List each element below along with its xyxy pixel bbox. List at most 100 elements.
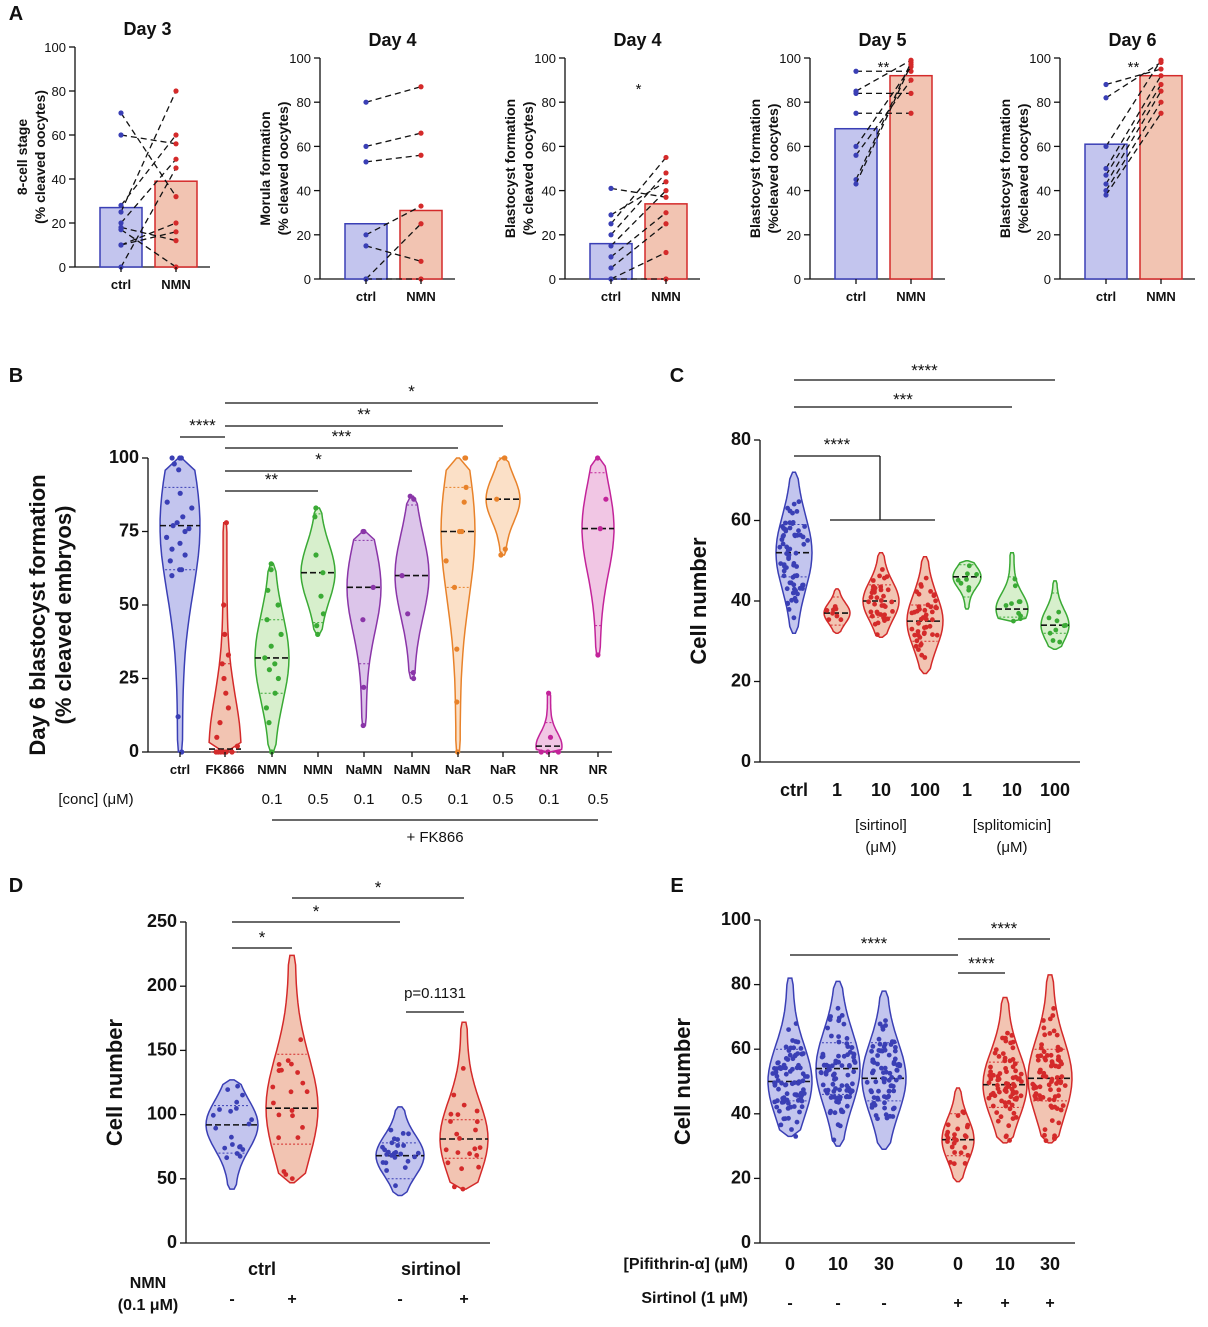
y-axis-label: (% cleaved oocytes) [32,90,48,224]
panel-b: B 0 25 50 75 100 Day 6 blastocyst formation (% … [9,365,615,846]
data-point [839,1083,845,1088]
data-point [785,601,791,607]
chart-a5: Day 6 0 20 40 60 80 100 Blastocyst formation (%c… [997,30,1195,304]
data-point [1012,1096,1018,1102]
data-point [169,546,175,552]
data-point [829,1033,834,1039]
panel-label-b: B [9,365,23,387]
data-point [270,1084,276,1090]
data-point [1016,599,1022,605]
data-point [1056,1054,1061,1060]
data-point [173,132,179,138]
data-point [313,552,319,558]
group-label-ctrl: ctrl [248,1259,276,1279]
y-tick-label: 20 [731,671,751,691]
sirtinol-row-label: Sirtinol (1 μM) [641,1290,748,1307]
data-point [931,592,937,597]
paired-line [120,229,177,268]
y-tick-label: 80 [787,95,801,110]
y-tick-label: 20 [297,228,311,243]
data-point [1054,618,1060,624]
data-point [1018,1071,1024,1077]
data-point [955,577,961,583]
data-point [246,1121,252,1127]
data-point [177,567,183,573]
data-point [595,455,601,461]
data-point [263,705,269,711]
data-point [1047,630,1053,636]
data-point [791,561,797,566]
y-tick-label: 40 [52,172,66,187]
data-point [268,567,274,573]
data-point [949,1144,955,1150]
x-tick-label: NaMN [346,762,383,777]
data-point [928,589,933,594]
data-point [1051,1028,1057,1034]
data-point [1051,1006,1056,1011]
data-point [457,1136,462,1141]
data-point [1158,110,1164,116]
data-point [988,1064,993,1070]
data-point [268,561,274,567]
data-point [922,630,927,636]
data-point [1050,1061,1055,1066]
data-point [266,667,272,673]
paired-line [120,158,177,224]
data-point [833,1076,839,1081]
y-axis-label: Blastocyst formation [502,99,518,238]
data-point [608,265,614,271]
data-point [230,1142,235,1147]
pifithrin-value: 0 [953,1254,963,1274]
data-point [786,607,792,612]
data-point [405,611,411,617]
violin-nmn-0-5 [300,507,336,636]
data-point [597,526,603,532]
paired-line [855,64,912,185]
paired-line [1105,90,1162,185]
data-point [853,143,859,149]
data-point [919,584,924,589]
data-point [455,1112,461,1117]
paired-line [1105,112,1162,196]
concentration-label: 0.1 [448,791,469,808]
data-point [875,1053,880,1058]
paired-line [1105,84,1162,176]
paired-line [855,62,912,180]
data-point [173,220,179,226]
data-point [965,1152,971,1158]
x-tick-label: NMN [257,762,287,777]
data-point [869,613,875,619]
data-point [663,221,669,227]
data-point [222,631,228,638]
data-point [839,1063,845,1068]
data-point [799,1104,805,1110]
data-point [885,616,891,622]
data-point [363,99,369,105]
chart-title: Day 5 [858,30,906,50]
data-point [895,1062,900,1068]
data-point [418,203,424,209]
data-point [295,1070,300,1075]
data-point [891,1088,897,1094]
data-point [363,159,369,165]
paired-line [855,59,912,92]
y-tick-label: 25 [119,668,139,688]
data-point [869,1048,874,1054]
significance-label: **** [968,954,995,973]
data-point [775,1060,781,1065]
data-point [962,1161,968,1166]
data-point [876,1036,882,1042]
y-tick-label: 200 [147,975,177,995]
data-point [278,631,284,638]
data-point [830,1094,836,1099]
nmn-row-label: NMN [130,1275,166,1292]
data-point [608,185,614,191]
data-point [889,599,895,605]
paired-line [610,157,667,225]
data-point [186,526,192,532]
data-point [882,604,888,609]
data-point [831,1137,837,1143]
y-tick-label: 100 [721,909,751,929]
violin-sirtinol- [375,1106,425,1197]
